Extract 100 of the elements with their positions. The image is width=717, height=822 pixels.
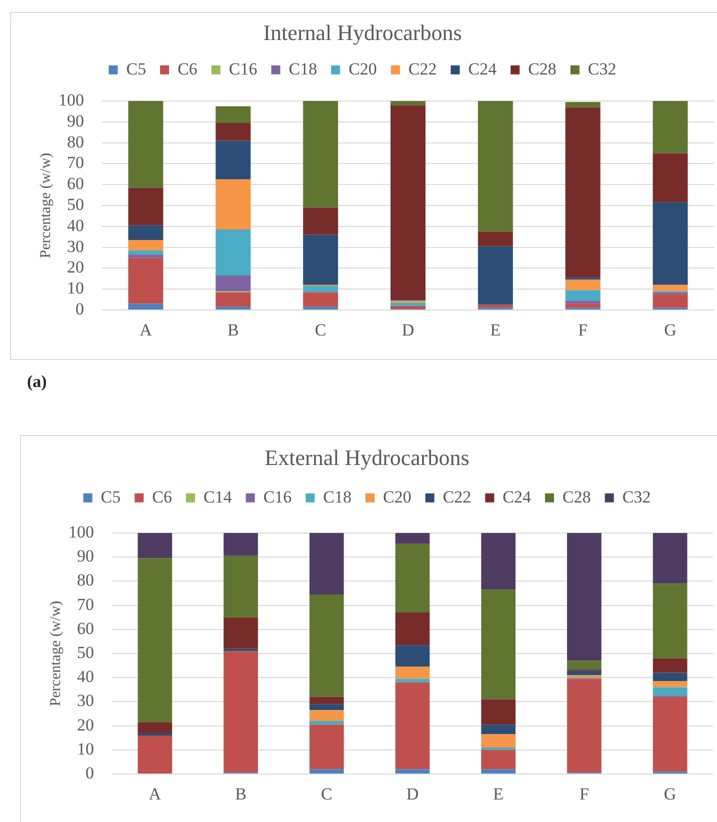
y-tick-label: 30 — [67, 236, 84, 256]
bar — [481, 724, 516, 734]
bar — [478, 246, 513, 305]
bar — [395, 544, 430, 613]
legend-label: C6 — [152, 487, 172, 506]
bar — [395, 533, 430, 544]
bar — [216, 230, 251, 276]
bar — [481, 750, 516, 770]
y-tick-label: 40 — [77, 667, 94, 686]
bar — [128, 250, 164, 255]
bar — [216, 122, 251, 141]
bar — [652, 658, 688, 673]
x-tick-label: E — [490, 320, 501, 340]
bar — [478, 101, 513, 232]
legend-label: C28 — [562, 487, 591, 506]
bar — [224, 533, 258, 556]
bar — [309, 533, 344, 594]
bar — [652, 101, 688, 154]
bar — [138, 533, 172, 558]
bar — [216, 106, 251, 123]
bar — [481, 533, 516, 590]
bar — [216, 140, 251, 180]
legend-label: C5 — [126, 59, 146, 78]
bar — [652, 696, 688, 772]
bar — [309, 720, 344, 725]
bar — [309, 594, 344, 697]
legend-label: C16 — [228, 59, 258, 78]
x-tick-label: A — [140, 320, 153, 340]
legend-label: C6 — [178, 59, 198, 78]
bar — [652, 533, 688, 584]
bar — [565, 300, 600, 304]
y-tick-label: 80 — [67, 132, 84, 152]
bar — [481, 747, 516, 750]
y-tick-label: 10 — [67, 278, 84, 298]
y-tick-label: 0 — [86, 763, 94, 782]
bar — [567, 675, 602, 678]
y-tick-label: 100 — [58, 90, 84, 110]
bar — [216, 306, 251, 310]
bar — [652, 687, 688, 696]
legend-label: C22 — [442, 487, 472, 506]
y-tick-label: 100 — [68, 522, 94, 542]
bar — [481, 699, 516, 725]
legend-label: C18 — [288, 59, 318, 78]
bar — [128, 258, 164, 304]
bar — [390, 105, 426, 300]
legend-label: C20 — [348, 59, 377, 78]
bar — [395, 666, 430, 679]
bar — [652, 294, 688, 308]
bar — [303, 292, 338, 307]
y-tick-label: 90 — [67, 111, 84, 130]
bar — [565, 290, 600, 301]
bar — [390, 101, 426, 106]
bar — [395, 678, 430, 682]
x-tick-label: F — [579, 784, 589, 804]
bar — [395, 645, 430, 667]
bar — [652, 584, 688, 658]
legend-label: C22 — [408, 59, 437, 78]
bar — [395, 769, 430, 774]
bar — [478, 304, 513, 308]
chart-title: Internal Hydrocarbons — [263, 20, 462, 45]
y-tick-label: 50 — [67, 194, 84, 214]
bar — [224, 617, 258, 649]
y-tick-label: 50 — [77, 642, 94, 662]
x-tick-label: D — [406, 784, 419, 804]
bar — [309, 696, 344, 704]
legend-label: C24 — [468, 59, 498, 78]
bar — [303, 208, 338, 235]
text: (a) — [27, 372, 47, 392]
y-tick-label: 60 — [67, 174, 84, 194]
x-tick-label: D — [402, 320, 414, 340]
bar — [478, 232, 513, 246]
y-tick-label: 70 — [77, 594, 94, 614]
bar — [138, 722, 172, 734]
bar — [128, 304, 164, 310]
legend-label: C5 — [100, 487, 121, 506]
bar — [303, 306, 338, 310]
bar — [128, 101, 164, 188]
x-tick-label: G — [664, 784, 676, 804]
bar — [652, 672, 688, 682]
bar — [652, 284, 688, 292]
y-axis-title: Percentage (w/w) — [38, 152, 54, 258]
bar — [390, 302, 426, 306]
legend-label: C32 — [588, 59, 616, 78]
bar — [565, 107, 600, 278]
x-tick-label: C — [314, 320, 326, 340]
legend-label: C14 — [203, 487, 232, 506]
y-tick-label: 0 — [76, 299, 84, 318]
y-tick-label: 60 — [77, 618, 94, 638]
x-tick-label: B — [235, 784, 246, 804]
y-tick-label: 20 — [77, 715, 94, 734]
y-axis-title: Percentage (w/w) — [48, 600, 64, 706]
bar — [481, 769, 516, 774]
bar — [652, 681, 688, 688]
bar — [309, 724, 344, 770]
bar — [303, 286, 338, 292]
bar — [128, 254, 164, 258]
bar — [303, 101, 338, 208]
bar — [224, 651, 258, 773]
legend-label: C32 — [622, 487, 651, 506]
y-tick-label: 40 — [67, 216, 84, 235]
